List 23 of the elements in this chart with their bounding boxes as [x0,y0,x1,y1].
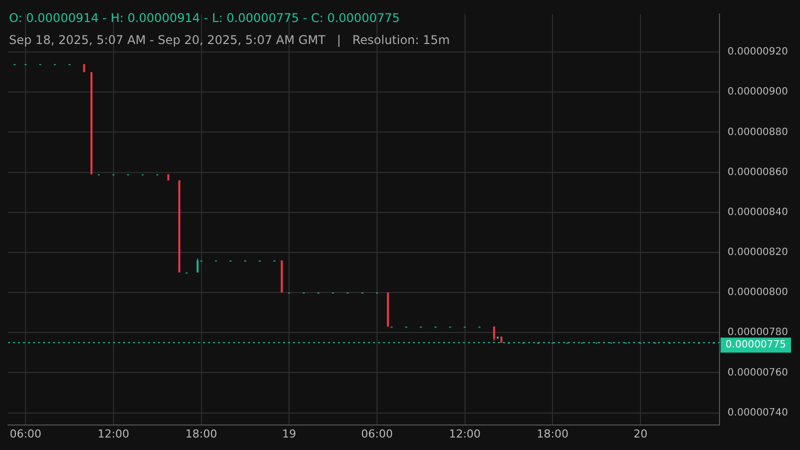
x-tick-label: 18:00 [185,427,218,440]
x-tick-label: 06:00 [10,427,42,440]
y-tick-label: 0.00000800 [728,287,788,298]
y-tick-label: 0.00000820 [728,247,788,258]
y-tick-label: 0.00000860 [728,166,788,178]
x-tick-label: 12:00 [448,427,481,440]
x-tick-label: 20 [634,427,648,440]
chart-title: O: 0.00000914 - H: 0.00000914 - L: 0.00000775 - C: 0.00000775 [9,11,400,25]
y-tick-label: 0.00000880 [728,126,788,138]
x-tick-label: 06:00 [361,427,393,440]
y-tick-label: 0.00000740 [728,407,788,418]
x-tick-label: 12:00 [98,427,130,440]
x-tick-label: 19 [282,427,296,440]
x-tick-label: 18:00 [536,427,569,440]
y-tick-label: 0.00000920 [728,46,788,58]
y-tick-label: 0.00000840 [728,206,788,218]
y-tick-label: 0.00000900 [728,86,788,98]
y-tick-label: 0.00000760 [728,367,788,378]
ref-line-label: 0.00000775 [726,340,786,351]
candlestick [196,258,199,274]
text: Sep 18, 2025, 5:07 AM - Sep 20, 2025, 5:07 AM GMT | Resolution: 15m [9,33,450,47]
candlestick [493,326,496,342]
y-tick-label: 0.00000780 [728,327,788,338]
